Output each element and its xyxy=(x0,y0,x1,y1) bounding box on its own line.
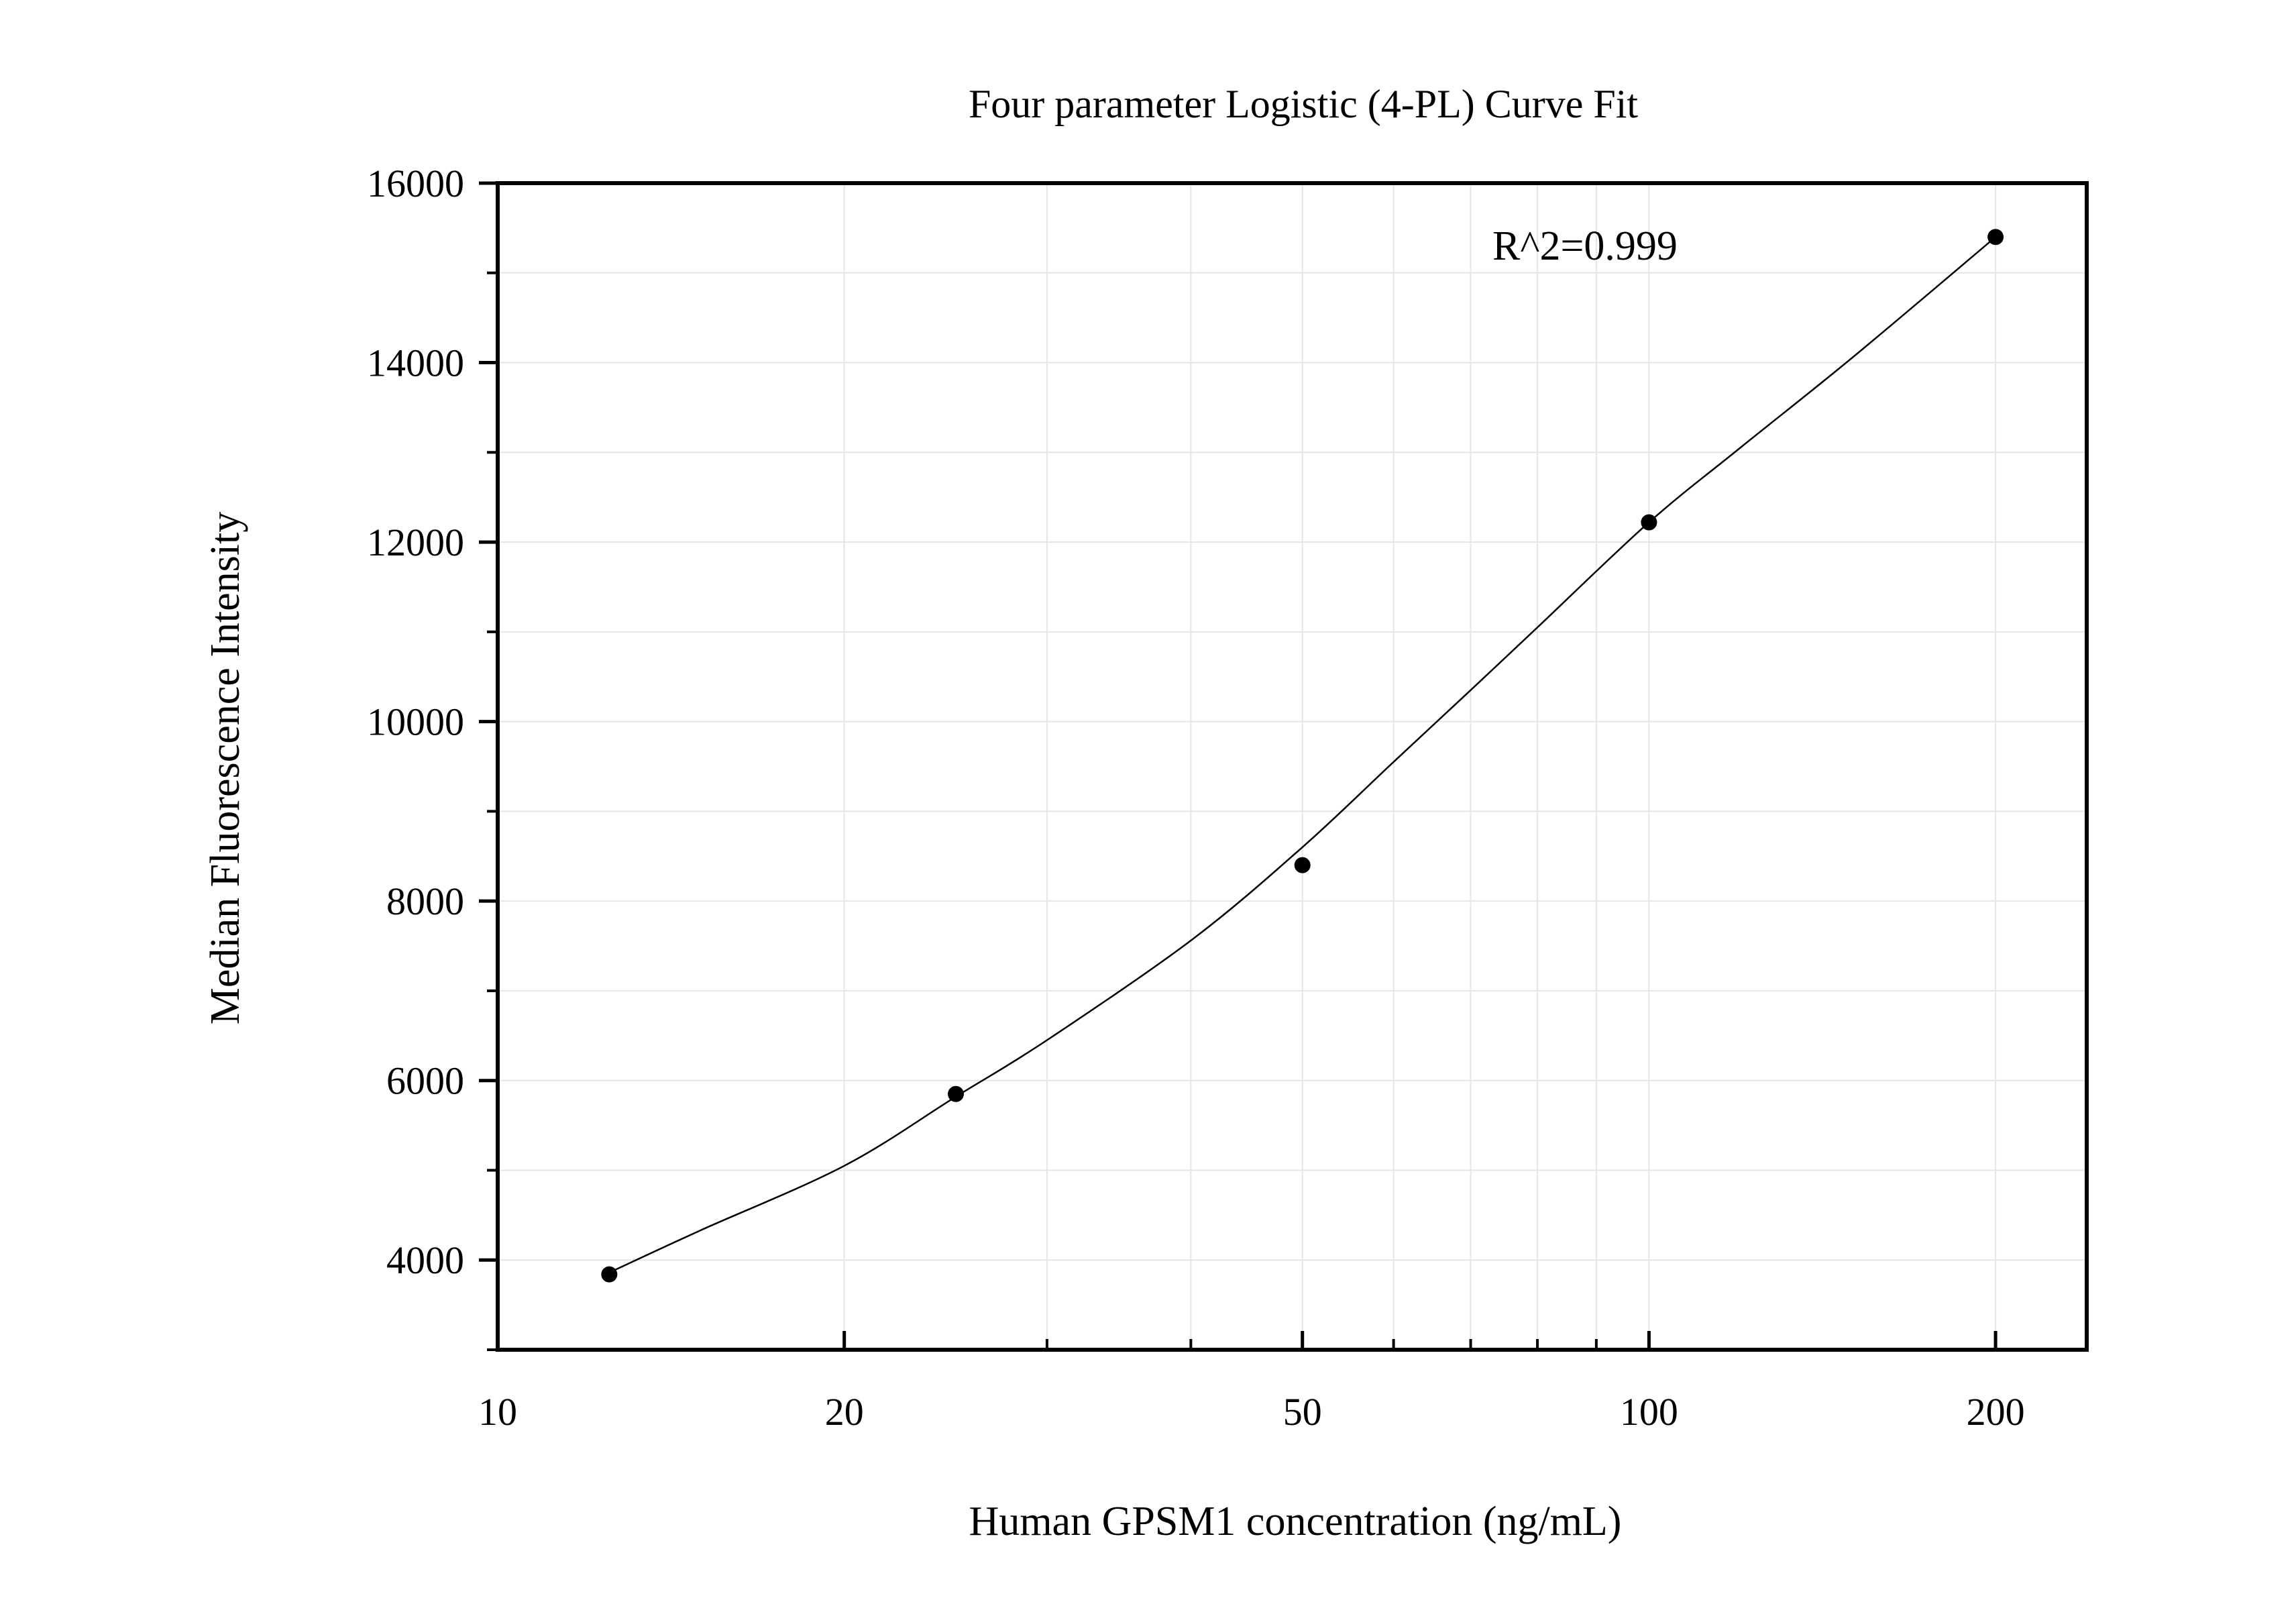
plot-frame xyxy=(496,181,2089,1352)
data-point xyxy=(1294,857,1311,873)
fit-curve xyxy=(608,236,1996,1274)
fit-curve-layer xyxy=(608,236,1996,1274)
y-tick-label: 14000 xyxy=(367,341,464,385)
y-tick-label: 12000 xyxy=(367,521,464,564)
data-point xyxy=(1641,514,1657,531)
data-points xyxy=(601,229,2004,1283)
grid-lines xyxy=(498,183,2087,1350)
axis-ticks xyxy=(479,181,1998,1351)
x-tick-label: 200 xyxy=(1967,1390,2025,1434)
x-tick-label: 20 xyxy=(825,1390,864,1434)
data-point xyxy=(948,1085,965,1102)
x-tick-label: 10 xyxy=(478,1390,517,1434)
y-tick-label: 8000 xyxy=(386,879,464,923)
y-tick-label: 4000 xyxy=(386,1238,464,1282)
y-tick-label: 10000 xyxy=(367,700,464,744)
y-tick-label: 16000 xyxy=(367,162,464,205)
y-tick-label: 6000 xyxy=(386,1059,464,1103)
x-axis-label: Human GPSM1 concentration (ng/mL) xyxy=(969,1499,1622,1544)
data-point xyxy=(601,1266,618,1283)
chart-title: Four parameter Logistic (4-PL) Curve Fit xyxy=(969,82,1638,126)
tick-labels: 10 20 50 100 200 4000 6000 8000 10000 12000 14000 1… xyxy=(367,162,2025,1434)
r-squared-annotation: R^2=0.999 xyxy=(1492,223,1678,269)
y-axis-label: Median Fluorescence Intensity xyxy=(203,512,248,1024)
data-point xyxy=(1987,229,2004,246)
x-tick-label: 50 xyxy=(1283,1390,1322,1434)
x-tick-label: 100 xyxy=(1620,1390,1678,1434)
